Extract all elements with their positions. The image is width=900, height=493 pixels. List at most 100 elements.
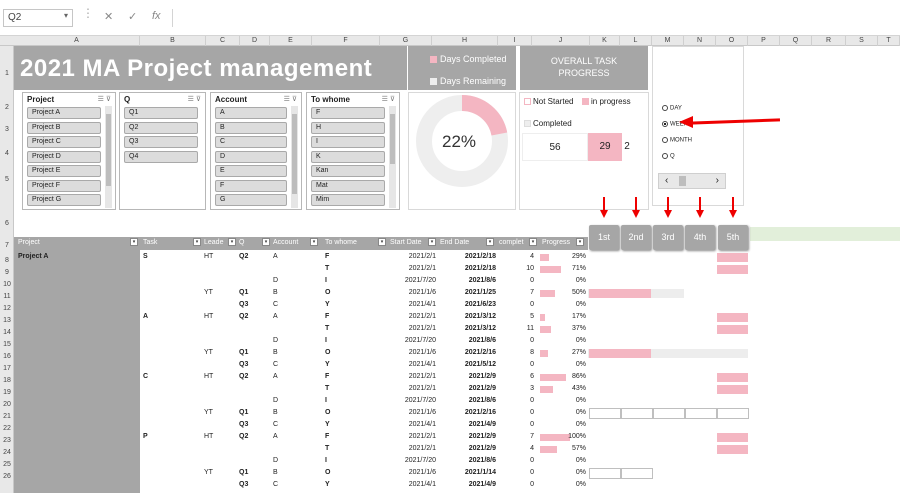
scroll-thumb[interactable] (106, 114, 111, 186)
slicer-q[interactable]: Q ☰ ⊽ Q1 Q2 Q3 Q4 (119, 92, 206, 210)
column-header[interactable]: S (846, 36, 878, 46)
column-header[interactable]: A (14, 36, 140, 46)
slicer-item[interactable]: Project C (27, 136, 101, 148)
slicer-item[interactable]: E (215, 165, 287, 177)
period-option-day[interactable]: DAY (662, 105, 682, 112)
slicer-item[interactable]: Q1 (124, 107, 198, 119)
row-header[interactable]: 17 (3, 365, 11, 372)
filter-dropdown-icon[interactable]: ▾ (576, 238, 584, 246)
row-header[interactable]: 13 (3, 317, 11, 324)
column-header[interactable]: T (878, 36, 900, 46)
slicer-item[interactable]: K (311, 150, 385, 163)
column-header[interactable]: E (270, 36, 312, 46)
slicer-item[interactable]: F (215, 179, 287, 192)
period-option-week[interactable]: WEEK (662, 121, 688, 128)
column-header[interactable]: K (590, 36, 620, 46)
row-header[interactable]: 10 (3, 281, 11, 288)
radio-icon[interactable] (662, 153, 668, 159)
column-header[interactable]: H (432, 36, 498, 46)
row-header[interactable]: 19 (3, 389, 11, 396)
week-button-4[interactable]: 4th (685, 225, 715, 250)
filter-dropdown-icon[interactable]: ▾ (130, 238, 138, 246)
slicer-scrollbar[interactable] (105, 106, 112, 208)
row-header[interactable]: 23 (3, 437, 11, 444)
slicer-item[interactable]: Kan (311, 165, 385, 177)
clear-filter-icon[interactable]: ☰ ⊽ (381, 96, 395, 103)
column-header[interactable]: F (312, 36, 380, 46)
scroll-thumb[interactable] (292, 114, 297, 194)
row-header[interactable]: 21 (3, 413, 11, 420)
chevron-right-icon[interactable]: › (715, 175, 719, 186)
row-header[interactable]: 11 (3, 293, 11, 300)
slicer-item[interactable]: G (215, 194, 287, 206)
row-header[interactable]: 24 (3, 449, 11, 456)
insert-function-icon[interactable]: fx (152, 10, 161, 22)
radio-icon[interactable] (662, 137, 668, 143)
row-header[interactable]: 8 (5, 257, 9, 264)
clear-filter-icon[interactable]: ☰ ⊽ (187, 96, 201, 103)
row-header[interactable]: 15 (3, 341, 11, 348)
column-header[interactable]: M (652, 36, 684, 46)
clear-filter-icon[interactable]: ☰ ⊽ (283, 96, 297, 103)
slicer-item[interactable]: Q3 (124, 136, 198, 148)
slicer-item[interactable]: I (311, 136, 385, 148)
row-header[interactable]: 2 (5, 104, 9, 111)
chevron-left-icon[interactable]: ‹ (665, 175, 669, 186)
filter-dropdown-icon[interactable]: ▾ (428, 238, 436, 246)
column-header[interactable]: B (140, 36, 206, 46)
row-header[interactable]: 14 (3, 329, 11, 336)
row-header[interactable]: 4 (5, 150, 9, 157)
row-header[interactable]: 9 (5, 269, 9, 276)
row-header[interactable]: 26 (3, 473, 11, 480)
column-header[interactable]: O (716, 36, 748, 46)
slicer-item[interactable]: Project E (27, 165, 101, 177)
row-header[interactable]: 7 (5, 242, 9, 249)
column-header[interactable]: J (532, 36, 590, 46)
slicer-item[interactable]: Project B (27, 121, 101, 134)
slicer-item[interactable]: Q4 (124, 150, 198, 163)
column-header[interactable]: D (240, 36, 270, 46)
slicer-item[interactable]: Mim (311, 194, 385, 206)
slicer-item[interactable]: B (215, 121, 287, 134)
column-header[interactable]: I (498, 36, 532, 46)
filter-dropdown-icon[interactable]: ▾ (228, 238, 236, 246)
row-header[interactable]: 3 (5, 126, 9, 133)
column-header[interactable]: Q (780, 36, 812, 46)
filter-dropdown-icon[interactable]: ▾ (486, 238, 494, 246)
formula-input[interactable] (172, 9, 898, 27)
slicer-item[interactable]: D (215, 150, 287, 163)
cancel-icon[interactable]: ✕ (104, 11, 114, 23)
filter-dropdown-icon[interactable]: ▾ (262, 238, 270, 246)
slicer-item[interactable]: Project G (27, 194, 101, 206)
period-option-q[interactable]: Q (662, 153, 675, 160)
column-header[interactable]: C (206, 36, 240, 46)
row-header[interactable]: 12 (3, 305, 11, 312)
row-header[interactable]: 16 (3, 353, 11, 360)
slicer-item[interactable]: Q2 (124, 121, 198, 134)
period-scroll-control[interactable]: ‹ › (658, 173, 726, 189)
filter-dropdown-icon[interactable]: ▾ (310, 238, 318, 246)
column-header[interactable]: G (380, 36, 432, 46)
slicer-item[interactable]: C (215, 136, 287, 148)
row-header[interactable]: 25 (3, 461, 11, 468)
row-header[interactable]: 1 (5, 70, 9, 77)
filter-dropdown-icon[interactable]: ▾ (529, 238, 537, 246)
column-header[interactable]: R (812, 36, 846, 46)
week-button-2[interactable]: 2nd (621, 225, 651, 250)
slicer-item[interactable]: H (311, 121, 385, 134)
filter-dropdown-icon[interactable]: ▾ (193, 238, 201, 246)
column-header[interactable]: L (620, 36, 652, 46)
slicer-item[interactable]: F (311, 107, 385, 119)
slicer-item[interactable]: Project D (27, 150, 101, 163)
slicer-to-whome[interactable]: To whome ☰ ⊽ F H I K Kan Mat Mim (306, 92, 400, 210)
slicer-item[interactable]: Project F (27, 179, 101, 192)
slicer-item[interactable]: Project A (27, 107, 101, 119)
enter-icon[interactable]: ✓ (128, 11, 138, 23)
slicer-item[interactable]: Mat (311, 179, 385, 192)
scroll-thumb[interactable] (679, 176, 686, 186)
row-header[interactable]: 22 (3, 425, 11, 432)
chevron-down-icon[interactable]: ▾ (63, 11, 68, 20)
slicer-scrollbar[interactable] (389, 106, 396, 208)
radio-icon[interactable] (662, 105, 668, 111)
